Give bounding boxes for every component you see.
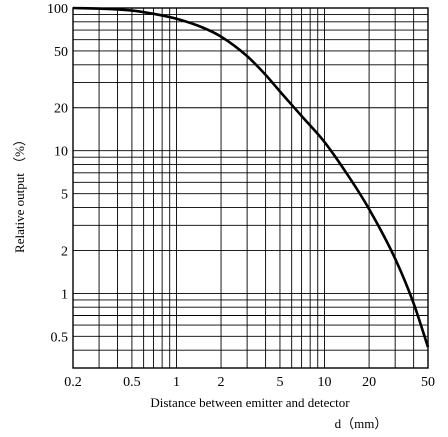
x-tick-label: 5 [276, 375, 283, 390]
x-tick-label: 1 [173, 375, 180, 390]
x-tick-label: 2 [218, 375, 225, 390]
y-tick-labels: 100 50 20 10 5 2 1 0.5 [47, 2, 68, 345]
y-tick-label: 5 [61, 188, 68, 203]
x-tick-labels: 0.2 0.5 1 2 5 10 20 50 [64, 375, 435, 390]
y-tick-label: 10 [54, 145, 68, 160]
chart-grid [73, 8, 428, 368]
plot-frame [72, 7, 429, 369]
series-line [72, 6, 430, 348]
y-tick-label: 50 [54, 45, 68, 60]
y-axis-label: Relative output （%） [12, 133, 27, 253]
x-tick-label: 10 [318, 375, 332, 390]
x-tick-label: 0.2 [64, 375, 82, 390]
y-tick-label: 2 [61, 244, 68, 259]
x-axis-label-line2: d（mm） [335, 416, 388, 431]
y-tick-label: 0.5 [51, 330, 69, 345]
x-tick-label: 0.5 [123, 375, 141, 390]
x-axis-label-line1: Distance between emitter and detector [150, 395, 350, 410]
x-tick-label: 50 [421, 375, 435, 390]
y-tick-label: 20 [54, 102, 68, 117]
y-tick-label: 100 [47, 2, 68, 17]
y-tick-label: 1 [61, 287, 68, 302]
x-tick-label: 20 [362, 375, 376, 390]
